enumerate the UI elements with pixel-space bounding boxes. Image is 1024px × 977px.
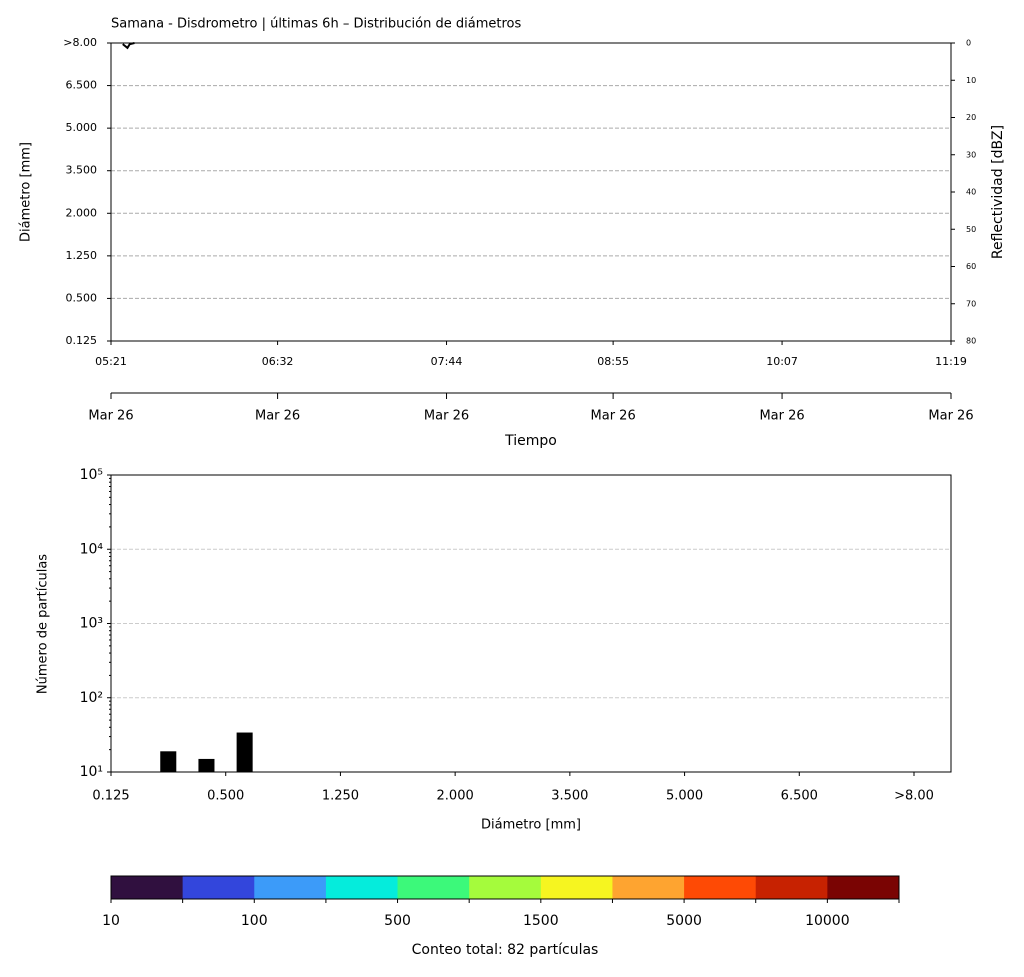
secondary-x-tick-label: Mar 26 bbox=[88, 409, 133, 424]
plot-frame bbox=[110, 42, 952, 342]
colorbar-segment bbox=[612, 876, 685, 899]
x-tick-label: 3.500 bbox=[551, 789, 588, 804]
x-tick-label: 05:21 bbox=[95, 355, 127, 368]
y-axis-label: Número de partículas bbox=[36, 554, 51, 694]
colorbar-segment bbox=[325, 876, 399, 899]
secondary-x-tick-label: Mar 26 bbox=[255, 409, 300, 424]
y2-tick-label: 70 bbox=[966, 299, 976, 308]
x-tick-label: 2.000 bbox=[437, 789, 474, 804]
colorbar-segment bbox=[182, 876, 255, 899]
secondary-x-tick-label: Mar 26 bbox=[424, 409, 469, 424]
secondary-x-tick-label: Mar 26 bbox=[591, 409, 636, 424]
x-tick-label: 1.250 bbox=[322, 789, 359, 804]
colorbar-tick-label: 100 bbox=[241, 913, 268, 929]
colorbar-tick-label: 1500 bbox=[523, 913, 559, 929]
colorbar-tick-label: 10000 bbox=[805, 913, 850, 929]
reflectivity-line bbox=[122, 42, 135, 50]
x-axis-label: Diámetro [mm] bbox=[481, 818, 581, 833]
y-tick-label: 5.000 bbox=[66, 121, 98, 134]
y-tick-label: 2.000 bbox=[66, 206, 98, 219]
y2-tick-label: 40 bbox=[966, 188, 976, 197]
x-tick-label: 08:55 bbox=[597, 355, 629, 368]
y2-tick-label: 30 bbox=[966, 150, 976, 159]
colorbar-segment bbox=[254, 876, 327, 899]
y2-tick-label: 60 bbox=[966, 262, 976, 271]
y2-tick-label: 20 bbox=[966, 113, 976, 122]
bar bbox=[198, 758, 215, 772]
bar bbox=[236, 732, 253, 772]
x-tick-label: 0.125 bbox=[92, 789, 129, 804]
y2-tick-label: 0 bbox=[966, 39, 971, 48]
colorbar-segment bbox=[827, 876, 900, 899]
y2-tick-label: 10 bbox=[966, 76, 976, 85]
x-tick-label: 0.500 bbox=[207, 789, 244, 804]
colorbar-segment bbox=[540, 876, 613, 899]
x-tick-label: 10:07 bbox=[766, 355, 798, 368]
y-tick-label: 10² bbox=[80, 690, 103, 706]
y-tick-label: 10⁵ bbox=[80, 467, 103, 483]
colorbar-segment bbox=[684, 876, 757, 899]
plot-frame bbox=[110, 474, 952, 773]
y2-tick-label: 80 bbox=[966, 337, 976, 346]
x-tick-label: >8.00 bbox=[894, 789, 934, 804]
y-tick-label: 3.500 bbox=[66, 164, 98, 177]
x-tick-label: 07:44 bbox=[431, 355, 463, 368]
y-tick-label: 6.500 bbox=[66, 79, 98, 92]
secondary-x-tick-label: Mar 26 bbox=[928, 409, 973, 424]
y-tick-label: 0.500 bbox=[66, 291, 98, 304]
chart-title: Samana - Disdrometro | últimas 6h – Dist… bbox=[111, 17, 521, 32]
x-axis-label: Tiempo bbox=[504, 433, 557, 449]
colorbar-segment bbox=[755, 876, 828, 899]
y-tick-label: 10¹ bbox=[80, 764, 103, 780]
y-tick-label: 0.125 bbox=[66, 334, 98, 347]
x-tick-label: 6.500 bbox=[781, 789, 818, 804]
y2-tick-label: 50 bbox=[966, 225, 976, 234]
x-tick-label: 5.000 bbox=[666, 789, 703, 804]
y-tick-label: 10⁴ bbox=[80, 541, 104, 557]
colorbar-frame bbox=[110, 875, 900, 900]
colorbar-tick-label: 10 bbox=[102, 913, 120, 929]
bar bbox=[160, 751, 177, 772]
y2-axis-label: Reflectividad [dBZ] bbox=[990, 125, 1006, 259]
colorbar-segment bbox=[469, 876, 542, 899]
y-axis-label: Diámetro [mm] bbox=[19, 142, 34, 242]
colorbar-segment bbox=[111, 876, 184, 899]
colorbar-label: Conteo total: 82 partículas bbox=[412, 942, 599, 958]
secondary-x-tick-label: Mar 26 bbox=[759, 409, 804, 424]
colorbar-tick-label: 500 bbox=[384, 913, 411, 929]
y-tick-label: 10³ bbox=[80, 616, 103, 632]
colorbar-tick-label: 5000 bbox=[666, 913, 702, 929]
y-tick-label: 1.250 bbox=[66, 249, 98, 262]
y-tick-label: >8.00 bbox=[63, 36, 97, 49]
colorbar-segment bbox=[397, 876, 470, 899]
x-tick-label: 11:19 bbox=[935, 355, 967, 368]
x-tick-label: 06:32 bbox=[262, 355, 294, 368]
